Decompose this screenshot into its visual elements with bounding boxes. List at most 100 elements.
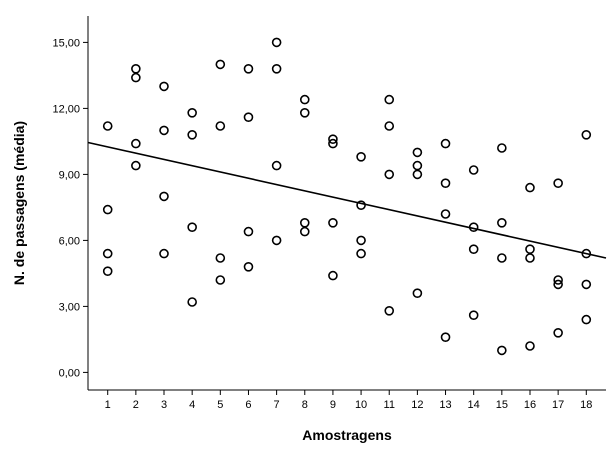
data-point: [299, 94, 310, 105]
axes: [87, 16, 606, 391]
data-point: [440, 138, 451, 149]
data-point: [102, 248, 113, 259]
y-tick-label: 9,00: [59, 169, 80, 181]
data-point: [525, 341, 535, 351]
data-point: [497, 253, 507, 263]
data-point: [328, 134, 338, 144]
data-point: [553, 327, 563, 338]
y-tick-label: 15,00: [52, 37, 80, 49]
x-tick-label: 15: [496, 399, 508, 411]
data-point: [159, 191, 169, 202]
data-point: [468, 310, 479, 321]
data-point: [553, 178, 563, 188]
data-point: [525, 253, 535, 263]
data-point: [553, 279, 563, 290]
x-tick-label: 2: [133, 399, 139, 411]
x-tick-label: 1: [105, 399, 111, 411]
y-tick-label: 12,00: [52, 103, 80, 115]
data-points: [102, 37, 592, 356]
data-point: [299, 218, 310, 228]
data-point: [131, 138, 141, 149]
x-tick-label: 14: [468, 399, 480, 411]
x-tick-label: 17: [552, 399, 564, 411]
data-point: [271, 37, 282, 48]
data-point: [328, 138, 338, 149]
data-point: [243, 112, 254, 122]
y-tick-label: 3,00: [59, 301, 80, 313]
x-tick-label: 8: [302, 399, 308, 411]
data-point: [440, 178, 451, 188]
data-point: [187, 222, 197, 232]
data-point: [187, 130, 197, 140]
data-point: [102, 204, 113, 215]
data-point: [412, 169, 423, 180]
data-point: [159, 248, 169, 259]
trend-line-group: [87, 141, 607, 259]
data-point: [468, 244, 479, 254]
data-point: [159, 125, 169, 136]
data-point: [131, 160, 141, 171]
data-point: [412, 288, 423, 299]
data-point: [215, 121, 226, 131]
data-point: [497, 218, 507, 228]
data-point: [243, 64, 254, 74]
data-point: [215, 253, 226, 263]
data-point: [243, 226, 254, 237]
data-point: [553, 275, 563, 285]
data-point: [271, 64, 282, 74]
data-point: [271, 235, 282, 246]
data-point: [299, 226, 310, 237]
x-tick-label: 11: [384, 399, 395, 411]
y-axis-title: N. de passagens (média): [11, 121, 27, 285]
data-point: [440, 332, 451, 343]
data-point: [102, 121, 113, 131]
data-point: [356, 248, 366, 259]
data-point: [384, 121, 395, 131]
data-point: [131, 72, 141, 83]
data-point: [581, 248, 592, 259]
data-point: [384, 305, 395, 316]
x-ticks: 1 2 3 4 5 6 7 8 9 10 11 12 13 14 15 16 17 18: [105, 390, 592, 411]
data-point: [356, 200, 366, 210]
data-point: [581, 130, 592, 140]
data-point: [440, 209, 451, 219]
data-point: [356, 235, 366, 246]
data-point: [131, 64, 141, 74]
trend-line: [87, 141, 607, 259]
x-tick-label: 6: [245, 399, 251, 411]
x-tick-label: 18: [580, 399, 592, 411]
y-ticks: 0,00 3,00 6,00 9,00 12,00 15,00: [52, 37, 88, 379]
data-point: [525, 182, 535, 193]
data-point: [468, 165, 479, 175]
data-point: [581, 314, 592, 325]
data-point: [384, 169, 395, 180]
data-point: [525, 244, 535, 254]
data-point: [581, 279, 592, 290]
data-point: [412, 160, 423, 171]
data-point: [243, 261, 254, 272]
x-tick-label: 16: [524, 399, 536, 411]
data-point: [356, 152, 366, 162]
data-point: [497, 143, 507, 153]
x-tick-label: 4: [189, 399, 195, 411]
data-point: [215, 275, 226, 285]
data-point: [271, 160, 282, 171]
x-tick-label: 5: [217, 399, 223, 411]
data-point: [102, 266, 113, 277]
x-tick-label: 3: [161, 399, 167, 411]
data-point: [159, 81, 169, 92]
x-tick-label: 13: [439, 399, 451, 411]
x-tick-label: 12: [411, 399, 423, 411]
x-tick-label: 7: [274, 399, 280, 411]
x-tick-label: 10: [355, 399, 367, 411]
y-tick-label: 0,00: [59, 367, 80, 379]
data-point: [328, 218, 338, 228]
x-tick-label: 9: [330, 399, 336, 411]
y-tick-label: 6,00: [59, 235, 80, 247]
data-point: [328, 270, 338, 281]
data-point: [215, 59, 226, 70]
data-point: [412, 147, 423, 158]
data-point: [187, 108, 197, 118]
